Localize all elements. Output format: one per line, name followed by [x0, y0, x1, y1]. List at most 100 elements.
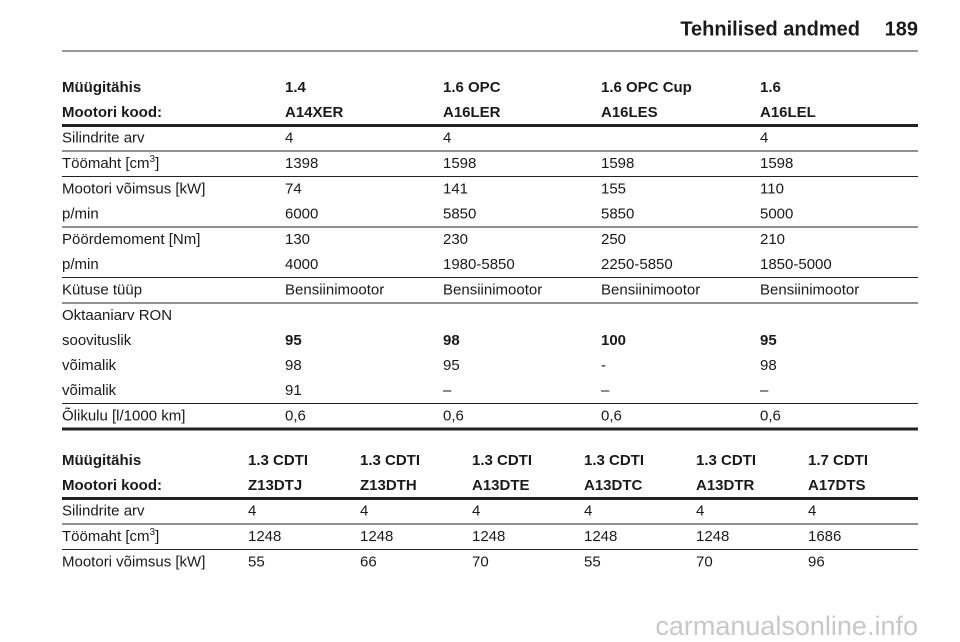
cell-value: 66 [360, 553, 377, 570]
cell-value: 55 [584, 553, 601, 570]
cell-value: 1850-5000 [760, 256, 832, 273]
cell-value: 1980-5850 [443, 256, 515, 273]
cell-value: - [601, 357, 606, 374]
cell-value: 4 [248, 502, 256, 519]
cell-value: 0,6 [443, 407, 464, 424]
cell-value: – [601, 382, 610, 399]
cell-value: A13DTR [696, 477, 755, 494]
cell-value: 96 [808, 553, 825, 570]
cell-value: 4 [360, 502, 368, 519]
cell-value: 1.6 OPC Cup [601, 79, 692, 96]
cell-value: 210 [760, 231, 785, 248]
row-label: Mootori kood: [62, 477, 162, 494]
row-label: Mootori võimsus [kW] [62, 553, 205, 570]
cell-value: 1598 [443, 155, 476, 172]
cell-value: 95 [285, 332, 302, 349]
cell-value: 98 [760, 357, 777, 374]
cell-value: – [443, 382, 452, 399]
row-label: võimalik [62, 382, 117, 399]
cell-value: – [760, 382, 769, 399]
cell-value: 1598 [760, 155, 793, 172]
cell-value: 4 [584, 502, 592, 519]
row-label: Mootori kood: [62, 104, 162, 121]
cell-value: 74 [285, 180, 302, 197]
cell-value: A13DTE [472, 477, 530, 494]
row-label: Pöördemoment [Nm] [62, 231, 200, 248]
cell-value: 70 [696, 553, 713, 570]
cell-value: 1.4 [285, 79, 307, 96]
cell-value: 4 [285, 129, 293, 146]
cell-value: 1.3 CDTI [248, 452, 308, 469]
cell-value: 4 [808, 502, 816, 519]
cell-value: 1.7 CDTI [808, 452, 868, 469]
section-title: Tehnilised andmed [680, 18, 860, 40]
cell-value: 4 [760, 129, 768, 146]
cell-value: A16LEL [760, 104, 816, 121]
cell-value: 130 [285, 231, 310, 248]
cell-value: A14XER [285, 104, 344, 121]
cell-value: 95 [443, 357, 460, 374]
cell-value: 0,6 [285, 407, 306, 424]
cell-label: Töömaht [cm3] [62, 527, 159, 545]
cell-value: Bensiinimootor [443, 281, 542, 298]
cell-value: Z13DTH [360, 477, 417, 494]
row-label: Silindrite arv [62, 129, 145, 146]
row-label: Oktaaniarv RON [62, 307, 172, 324]
cell-value: 1.3 CDTI [696, 452, 756, 469]
cell-value: 55 [248, 553, 265, 570]
row-label: p/min [62, 256, 99, 273]
row-label: Õlikulu [l/1000 km] [62, 407, 185, 424]
cell-value: 4 [472, 502, 480, 519]
cell-value: 0,6 [760, 407, 781, 424]
cell-value: 5850 [443, 205, 476, 222]
row-label: Müügitähis [62, 79, 141, 96]
cell-value: 1.6 OPC [443, 79, 501, 96]
cell-value: 141 [443, 180, 468, 197]
cell-value: 70 [472, 553, 489, 570]
cell-value: 1.3 CDTI [360, 452, 420, 469]
cell-value: 250 [601, 231, 626, 248]
cell-value: 230 [443, 231, 468, 248]
cell-value: 2250-5850 [601, 256, 673, 273]
cell-value: 91 [285, 382, 302, 399]
row-label: Mootori võimsus [kW] [62, 180, 205, 197]
cell-value: 1.6 [760, 79, 781, 96]
cell-value: 4000 [285, 256, 318, 273]
cell-value: 110 [760, 180, 784, 197]
cell-value: 4 [443, 129, 451, 146]
row-label: Silindrite arv [62, 502, 145, 519]
cell-value: 1598 [601, 155, 634, 172]
cell-value: 1.3 CDTI [584, 452, 644, 469]
superscript: 3 [150, 154, 156, 165]
cell-value: 98 [285, 357, 302, 374]
cell-value: 1398 [285, 155, 318, 172]
cell-value: 4 [696, 502, 704, 519]
cell-value: Z13DTJ [248, 477, 302, 494]
cell-value: A16LES [601, 104, 658, 121]
cell-value: 1248 [472, 528, 505, 545]
row-label: p/min [62, 205, 99, 222]
cell-label: Töömaht [cm3] [62, 154, 159, 172]
cell-value: A16LER [443, 104, 501, 121]
cell-value: 5850 [601, 205, 634, 222]
cell-value: 1686 [808, 528, 841, 545]
cell-value: 1248 [248, 528, 281, 545]
watermark: carmanualsonline.info [655, 611, 918, 641]
page-number: 189 [885, 18, 918, 40]
superscript: 3 [150, 527, 156, 538]
row-label: võimalik [62, 357, 117, 374]
cell-value: 100 [601, 332, 626, 349]
label-text: ] [155, 528, 159, 545]
cell-value: Bensiinimootor [285, 281, 384, 298]
cell-value: 98 [443, 332, 460, 349]
cell-value: Bensiinimootor [760, 281, 859, 298]
label-text: Töömaht [cm [62, 528, 150, 545]
cell-value: 1248 [696, 528, 729, 545]
cell-value: 1248 [360, 528, 393, 545]
row-label: Müügitähis [62, 452, 141, 469]
cell-value: Bensiinimootor [601, 281, 700, 298]
cell-value: A13DTC [584, 477, 643, 494]
cell-value: 155 [601, 180, 626, 197]
